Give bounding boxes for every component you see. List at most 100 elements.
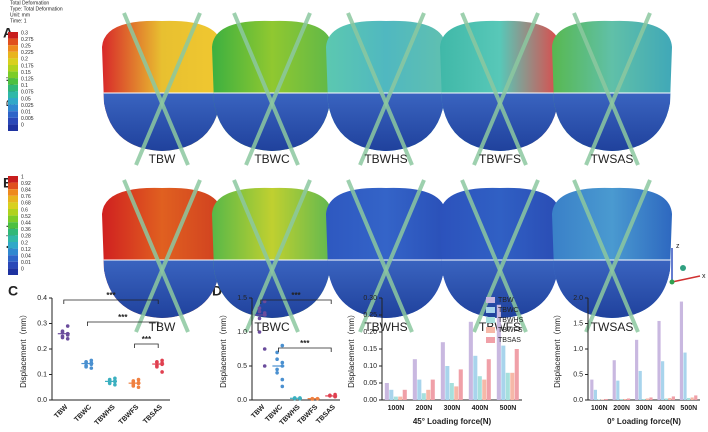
- bar: [496, 304, 501, 400]
- bar: [679, 301, 684, 400]
- color-swatch: [8, 195, 18, 203]
- data-point: [84, 365, 88, 369]
- bar: [590, 379, 594, 400]
- legend-tick: 0.01: [21, 260, 31, 266]
- legend-tick: 0.275: [21, 37, 34, 43]
- data-point: [60, 335, 65, 340]
- color-swatch: [8, 268, 18, 275]
- x-tick-label: 200N: [613, 405, 630, 412]
- bar: [454, 386, 459, 400]
- panel-label: C: [8, 283, 18, 299]
- bar: [668, 397, 672, 400]
- legend-tick: 0.36: [21, 227, 31, 233]
- strut: [346, 179, 414, 333]
- bar: [384, 383, 389, 400]
- x-tick-label: TBSAS: [142, 404, 164, 426]
- data-point: [257, 316, 262, 321]
- color-swatch: [8, 51, 18, 59]
- color-swatch: [8, 78, 18, 85]
- color-swatch: [8, 45, 18, 52]
- data-point: [262, 299, 267, 304]
- color-swatch: [8, 222, 18, 229]
- data-point: [257, 306, 262, 311]
- bar: [593, 389, 598, 400]
- y-tick-label: 1.5: [237, 295, 247, 302]
- legend-tick: 0.6: [21, 207, 28, 213]
- color-swatch: [8, 209, 18, 216]
- bar: [638, 370, 642, 400]
- strut: [472, 12, 540, 166]
- strut: [134, 12, 202, 166]
- data-point: [89, 358, 94, 363]
- legend-title: Total Deformation: [10, 0, 49, 6]
- significance-label: ***: [300, 339, 310, 348]
- y-axis-label: Displacement（mm）: [219, 310, 228, 388]
- legend-tick: 0: [21, 123, 24, 129]
- y-tick-label: 0.10: [363, 363, 377, 370]
- data-point: [275, 367, 279, 372]
- bar: [398, 396, 403, 400]
- legend-tick: 0.04: [21, 254, 31, 260]
- y-tick-label: 0.25: [363, 312, 377, 319]
- data-point: [131, 384, 136, 388]
- bar: [657, 320, 661, 400]
- legend-tick: 0.175: [21, 63, 34, 69]
- bar: [421, 393, 426, 400]
- strut: [232, 179, 300, 333]
- legend-tick: 0.84: [21, 188, 31, 194]
- color-swatch: [8, 38, 18, 46]
- legend-label: TBSAS: [498, 337, 521, 344]
- data-point: [155, 365, 159, 369]
- strut: [358, 12, 426, 166]
- data-point: [89, 366, 94, 370]
- strut: [584, 179, 652, 333]
- bar: [417, 379, 422, 400]
- legend-tick: 0.15: [21, 70, 31, 76]
- legend-tick: 0.25: [21, 44, 31, 50]
- color-swatch: [8, 176, 18, 183]
- color-swatch: [8, 71, 18, 79]
- legend-swatch: [486, 337, 495, 343]
- significance-label: ***: [118, 313, 128, 322]
- model-label: TBWHS: [364, 152, 407, 166]
- y-tick-label: 0.4: [37, 295, 47, 302]
- triad-label: x: [702, 273, 706, 280]
- y-tick-label: 0.20: [363, 329, 377, 336]
- data-point: [262, 364, 267, 368]
- model-label: TBWC: [254, 320, 290, 334]
- significance-bracket: [260, 299, 332, 304]
- bar: [458, 369, 463, 400]
- y-tick-label: 0.5: [237, 363, 247, 370]
- data-point: [262, 347, 267, 351]
- legend-tick: 0.225: [21, 50, 34, 56]
- color-swatch: [8, 91, 18, 98]
- data-point: [65, 337, 70, 341]
- legend-label: TBWFS: [498, 327, 523, 334]
- legend-title: Type: Total Deformation: [10, 6, 63, 12]
- data-point: [155, 360, 159, 365]
- x-tick-label: 500N: [680, 405, 697, 412]
- data-point: [160, 370, 164, 374]
- color-swatch: [8, 117, 18, 125]
- model-label: TBWHS: [364, 320, 407, 334]
- strut: [460, 12, 528, 166]
- bar: [683, 352, 687, 400]
- bar: [619, 398, 623, 400]
- bar: [671, 396, 675, 400]
- bar: [468, 321, 473, 400]
- legend-swatch: [486, 307, 495, 313]
- strut: [572, 179, 640, 333]
- y-tick-label: 0.15: [363, 346, 377, 353]
- x-tick-label: TBWFS: [297, 404, 320, 427]
- legend-tick: 0.3: [21, 30, 28, 36]
- legend-tick: 0.92: [21, 181, 31, 187]
- significance-bracket: [63, 299, 159, 304]
- model-label: TWSAS: [591, 152, 634, 166]
- x-tick-label: 300N: [636, 405, 653, 412]
- y-axis-label: Displacement（mm）: [19, 310, 28, 388]
- y-tick-label: 0.30: [363, 295, 377, 302]
- bar: [473, 355, 478, 400]
- x-tick-label: TBWHS: [94, 404, 117, 427]
- panel-label: D: [212, 283, 222, 299]
- strut: [122, 179, 190, 333]
